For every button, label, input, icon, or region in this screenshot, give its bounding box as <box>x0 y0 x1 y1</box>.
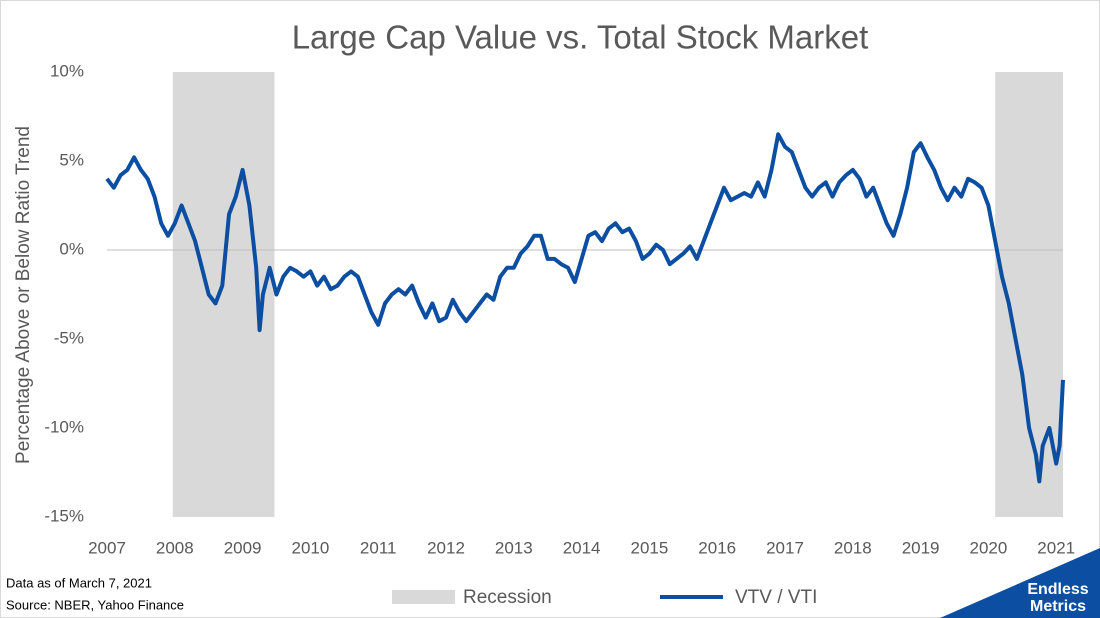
y-tick-label: 0% <box>59 239 84 258</box>
y-tick-label: 5% <box>59 150 84 169</box>
x-tick-label: 2017 <box>766 538 804 557</box>
x-tick-label: 2018 <box>834 538 872 557</box>
x-tick-label: 2020 <box>970 538 1008 557</box>
y-tick-label: 10% <box>50 61 84 80</box>
logo-text: Endless <box>1027 581 1088 598</box>
x-tick-label: 2016 <box>698 538 736 557</box>
y-tick-label: -10% <box>44 417 84 436</box>
x-tick-label: 2012 <box>427 538 465 557</box>
line-series <box>105 132 1065 484</box>
x-tick-label: 2013 <box>495 538 533 557</box>
x-tick-label: 2015 <box>630 538 668 557</box>
legend-label: Recession <box>463 587 552 608</box>
x-tick-label: 2007 <box>88 538 126 557</box>
x-tick-label: 2011 <box>360 538 397 557</box>
x-tick-label: 2009 <box>224 538 262 557</box>
y-tick-label: -5% <box>54 328 84 347</box>
x-tick-label: 2008 <box>156 538 194 557</box>
legend-swatch <box>392 590 455 604</box>
chart-title: Large Cap Value vs. Total Stock Market <box>292 19 869 56</box>
note: Source: NBER, Yahoo Finance <box>6 597 184 612</box>
legend-label: VTV / VTI <box>735 587 817 608</box>
logo-triangle <box>940 548 1100 618</box>
y-axis-label: Percentage Above or Below Ratio Trend <box>13 126 34 464</box>
x-tick-label: 2014 <box>563 538 601 557</box>
x-tick-label: 2010 <box>291 538 329 557</box>
x-tick-label: 2019 <box>902 538 940 557</box>
logo-text: Metrics <box>1030 598 1086 615</box>
x-tick-label: 2021 <box>1037 538 1075 557</box>
note: Data as of March 7, 2021 <box>6 575 152 590</box>
y-tick-label: -15% <box>44 506 84 525</box>
